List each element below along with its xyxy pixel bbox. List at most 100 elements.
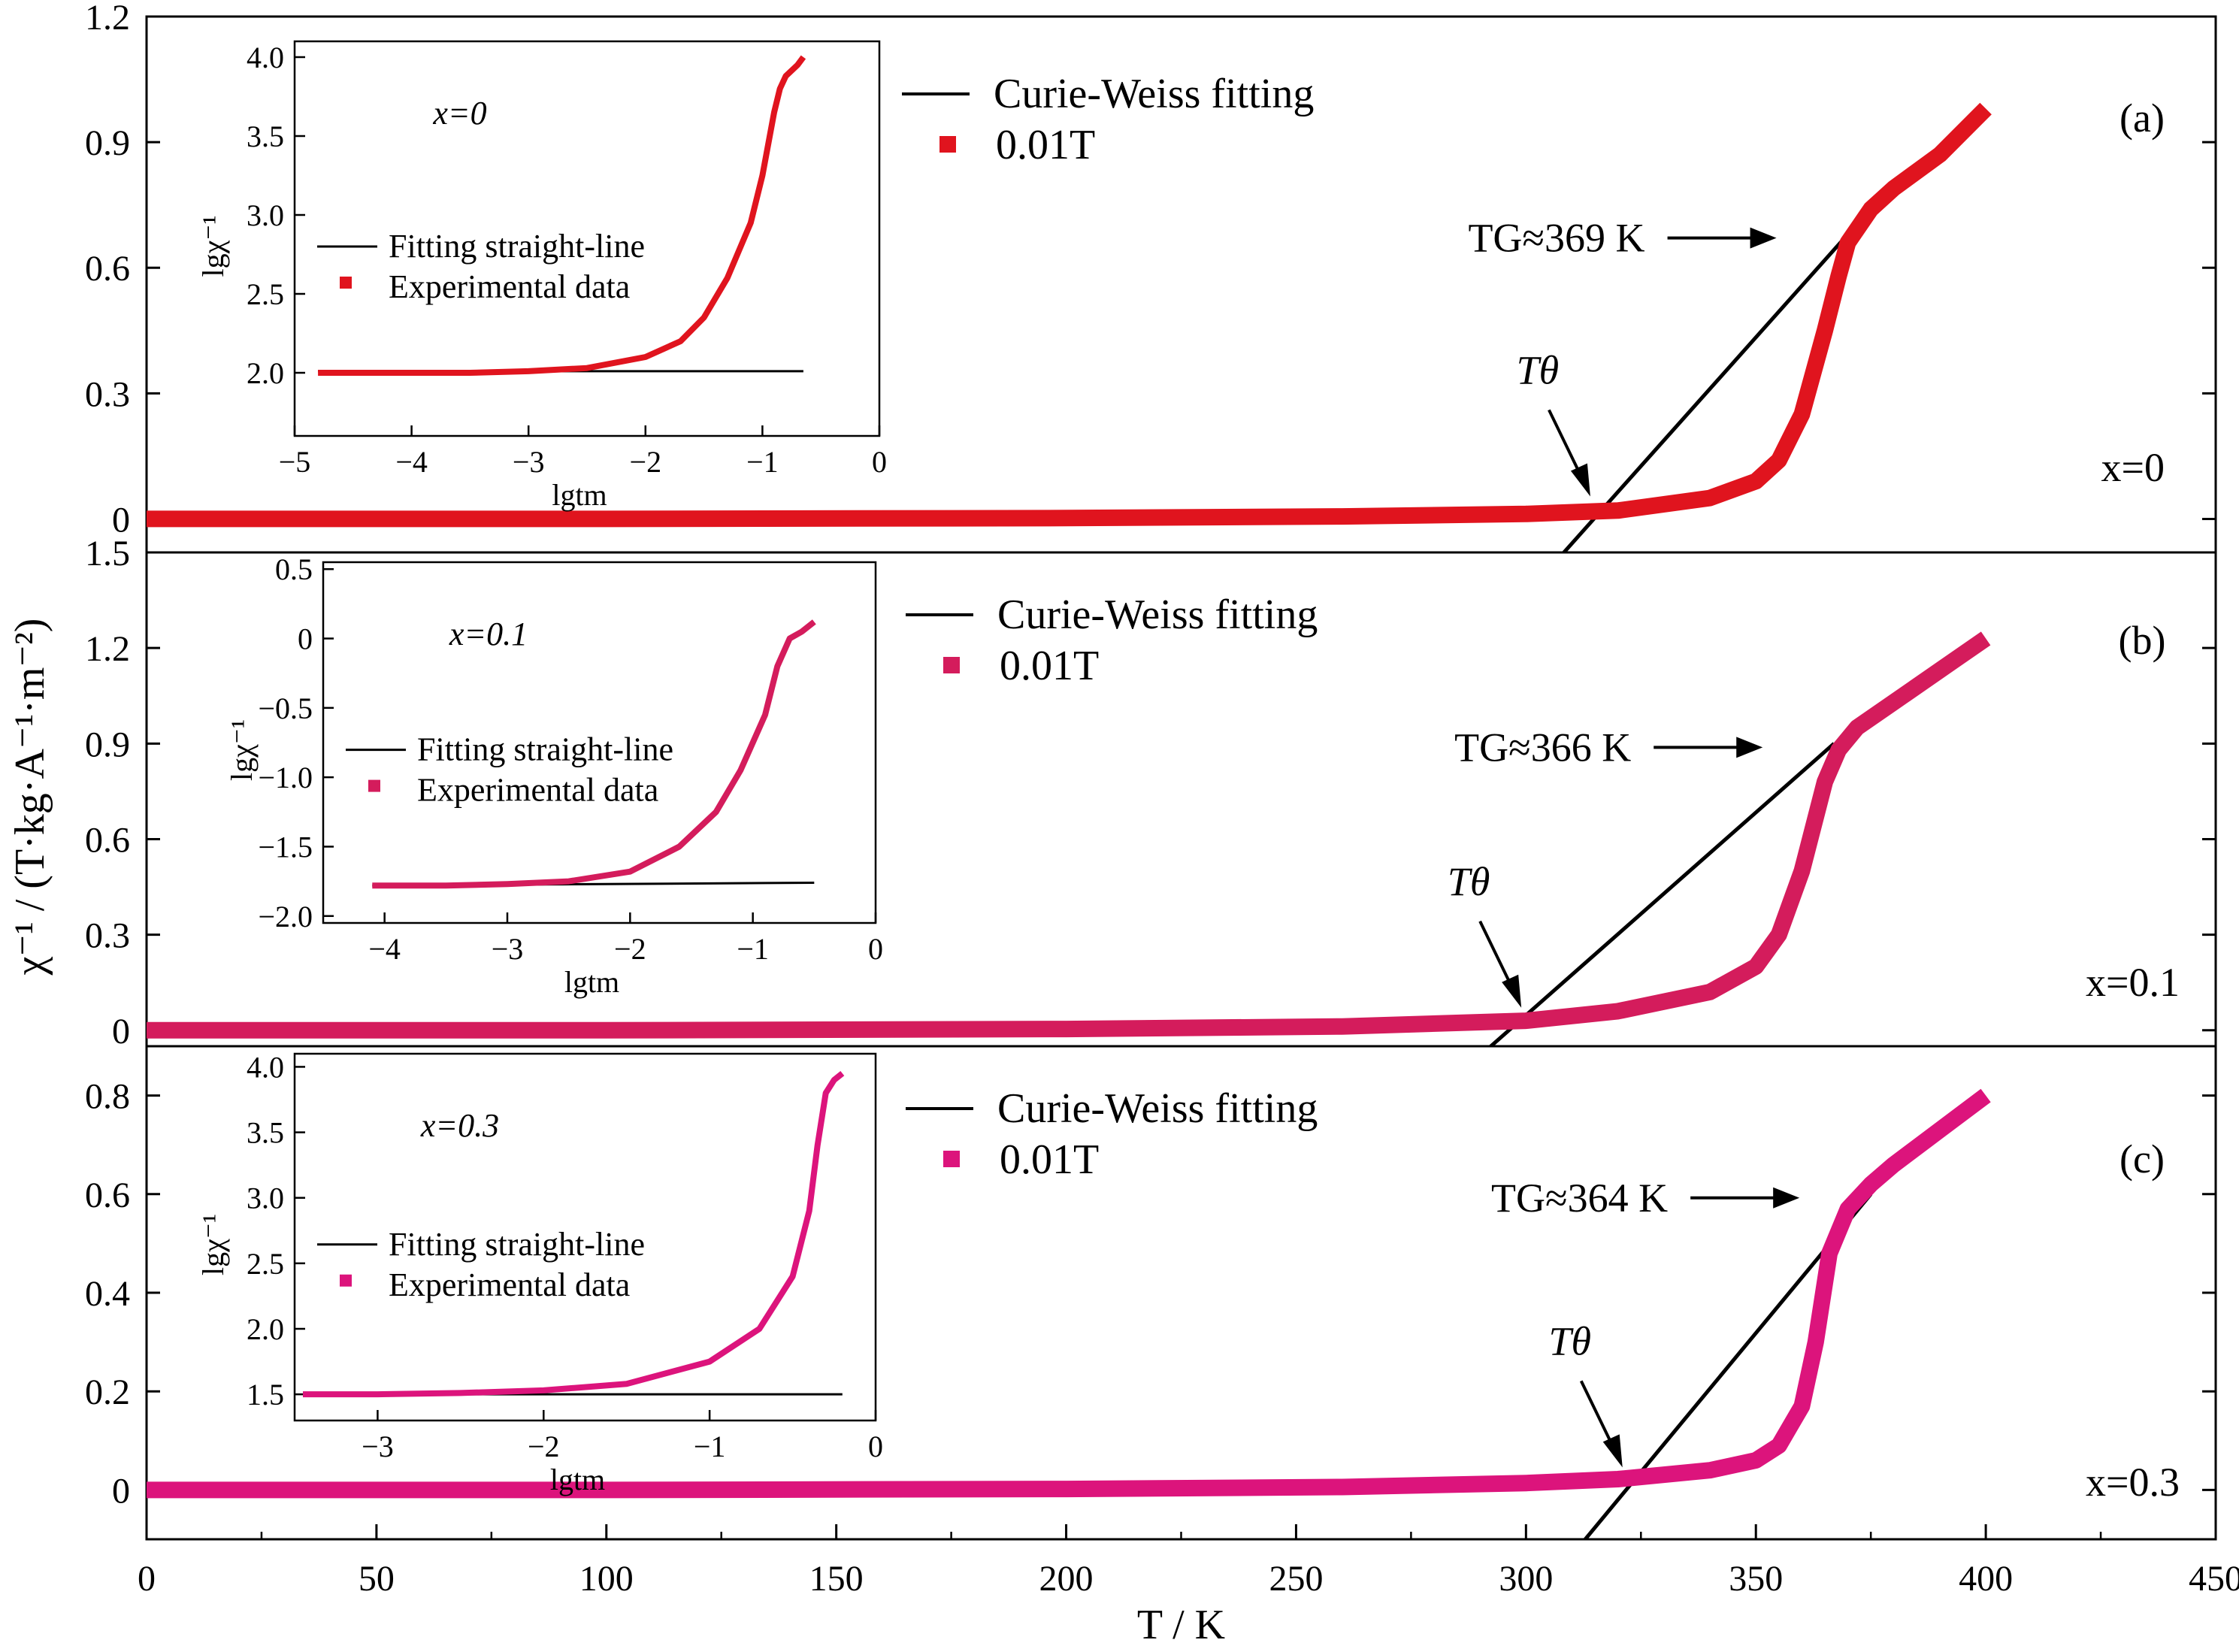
inset-legend-data-label: Experimental data (417, 772, 658, 809)
axes-group: 0 50 100 150 200 250 300 350 400 450 T / K χ⁻¹ / (T… (7, 619, 2239, 1648)
x-tick-label: 450 (2189, 1559, 2239, 1599)
y-tick-label: 0.8 (85, 1077, 130, 1117)
y-tick-label: 0.6 (85, 1175, 130, 1215)
y-tick-label: 0.4 (85, 1274, 130, 1314)
legend-data-swatch (943, 657, 960, 673)
inset-x-tick-label: −2 (614, 932, 646, 966)
ttheta-annotation: Tθ (1448, 859, 1490, 904)
inset-y-tick-label: 3.5 (247, 1116, 284, 1150)
y-tick-label: 0.6 (85, 820, 130, 860)
y-tick-label: 0.2 (85, 1372, 130, 1412)
inset-y-tick-label: 3.5 (247, 120, 284, 153)
x-tick-label: 300 (1499, 1559, 1553, 1599)
inset-data-line (303, 1070, 845, 1398)
composition-label: x=0.3 (2086, 1460, 2180, 1505)
tg-annotation: TG≈364 K (1491, 1175, 1668, 1221)
x-tick-label: 100 (579, 1559, 634, 1599)
x-tick-label: 250 (1269, 1559, 1323, 1599)
inset-y-tick-label: 1.5 (247, 1378, 284, 1411)
tg-annotation: TG≈366 K (1454, 725, 1631, 770)
legend-data-label: 0.01T (1000, 1136, 1099, 1183)
main-plot-area: 0 50 100 150 200 250 300 350 400 450 T / K χ⁻¹ / (T… (7, 0, 2239, 1648)
y-tick-label: 0 (112, 500, 130, 540)
inset-x-tick-label: −1 (737, 932, 769, 966)
legend-data-swatch (939, 136, 956, 153)
ttheta-annotation: Tθ (1548, 1318, 1591, 1363)
inset-x-tick-label: 0 (868, 1430, 883, 1463)
x-tick-label: 400 (1959, 1559, 2013, 1599)
curie-weiss-fit-line (1487, 742, 1835, 1046)
inset-y-tick-label: 0 (298, 622, 313, 656)
x-tick-label: 200 (1039, 1559, 1094, 1599)
inset-x-tick-label: −5 (279, 445, 311, 479)
composition-label: x=0.1 (2086, 960, 2180, 1005)
x-tick-label: 50 (359, 1559, 395, 1599)
inset-x-tick-label: 0 (872, 445, 887, 479)
tg-arrow-head (1736, 737, 1763, 758)
inset-legend-fit-label: Fitting straight-line (389, 228, 645, 265)
inset-y-label: lgχ⁻¹ (225, 719, 259, 781)
inset-y-tick-label: 4.0 (247, 1050, 284, 1084)
inset-y-tick-label: −2.0 (258, 900, 313, 933)
y-tick-label: 0.6 (85, 249, 130, 289)
inset-x-tick-label: −4 (368, 932, 401, 966)
inset-y-tick-label: 4.0 (247, 41, 284, 74)
inset-x-tick-label: −2 (630, 445, 662, 479)
tg-annotation: TG≈369 K (1468, 216, 1644, 261)
y-tick-label: 0 (112, 1471, 130, 1511)
inset-y-tick-label: 2.0 (247, 1312, 284, 1346)
y-tick-label: 0.3 (85, 916, 130, 956)
inset-data-line (372, 619, 816, 889)
inset-y-tick-label: 3.0 (247, 198, 284, 232)
x-axis-label: T / K (1137, 1602, 1225, 1648)
inset-legend-data-label: Experimental data (389, 268, 630, 305)
inset-composition-label: x=0.1 (449, 616, 528, 652)
inset-legend-data-swatch (340, 277, 352, 289)
legend-data-label: 0.01T (996, 122, 1095, 168)
data-series-line (147, 631, 1991, 1039)
inset-frame (293, 1052, 877, 1422)
ttheta-arrow-head (1502, 974, 1522, 1008)
x-tick-label: 150 (809, 1559, 864, 1599)
legend-fit-label: Curie-Weiss fitting (994, 71, 1314, 117)
inset-x-tick-label: −3 (492, 932, 524, 966)
composition-label: x=0 (2101, 445, 2165, 490)
inset-plot: −4 −3 −2 −1 0 −2.0 −1.5 −1.0 −0.5 0 0.5 lgtm lgχ⁻¹ x=… (225, 552, 883, 999)
inset-legend-fit-label: Fitting straight-line (417, 731, 673, 768)
inset-x-label: lgtm (552, 478, 607, 512)
inset-composition-label: x=0 (432, 95, 486, 132)
panel-b: 0 0.3 0.6 0.9 1.2 1.5 Curie-Weiss fitting 0.01T… (85, 534, 2217, 1051)
inset-y-tick-label: 2.5 (247, 277, 284, 311)
inset-legend-data-swatch (368, 779, 380, 792)
ttheta-annotation: Tθ (1517, 347, 1560, 392)
x-tick-label: 350 (1729, 1559, 1783, 1599)
panel-label: (c) (2119, 1136, 2165, 1182)
inset-y-tick-label: 3.0 (247, 1182, 284, 1215)
inset-plot: −3 −2 −1 0 1.5 2.0 2.5 3.0 3.5 4.0 lgtm lgχ⁻¹ x=0.3 F… (196, 1050, 883, 1496)
y-axis-label: χ⁻¹ / (T·kg·A⁻¹·m⁻²) (7, 619, 53, 976)
y-tick-label: 0 (112, 1012, 130, 1051)
legend-data-swatch (943, 1151, 960, 1167)
inset-y-tick-label: −1.5 (258, 830, 313, 864)
y-tick-label: 1.5 (85, 534, 130, 573)
inset-x-tick-label: −2 (528, 1430, 560, 1463)
inset-x-label: lgtm (550, 1463, 605, 1496)
inset-y-tick-label: 2.5 (247, 1247, 284, 1281)
inset-y-label: lgχ⁻¹ (196, 216, 230, 277)
tg-arrow-head (1773, 1187, 1800, 1209)
inset-y-tick-label: 0.5 (275, 552, 313, 586)
y-tick-label: 0.9 (85, 123, 130, 163)
ttheta-arrow-head (1570, 463, 1590, 497)
y-tick-label: 0.9 (85, 725, 130, 764)
y-tick-label: 0.3 (85, 374, 130, 414)
inset-x-label: lgtm (564, 965, 619, 999)
inset-legend-data-swatch (340, 1274, 352, 1287)
legend-data-label: 0.01T (1000, 643, 1099, 689)
inset-y-tick-label: −1.0 (258, 761, 313, 794)
tg-arrow-head (1750, 227, 1777, 249)
panel-a: 0 0.3 0.6 0.9 1.2 Curie-Weiss fitting 0.01T (a)… (85, 0, 2217, 554)
inset-frame (322, 561, 877, 924)
inset-plot: −5 −4 −3 −2 −1 0 2.0 2.5 3.0 3.5 4.0 lgtm lgχ⁻¹ x=0 Fi… (196, 40, 887, 512)
inset-legend-data-label: Experimental data (389, 1266, 630, 1303)
